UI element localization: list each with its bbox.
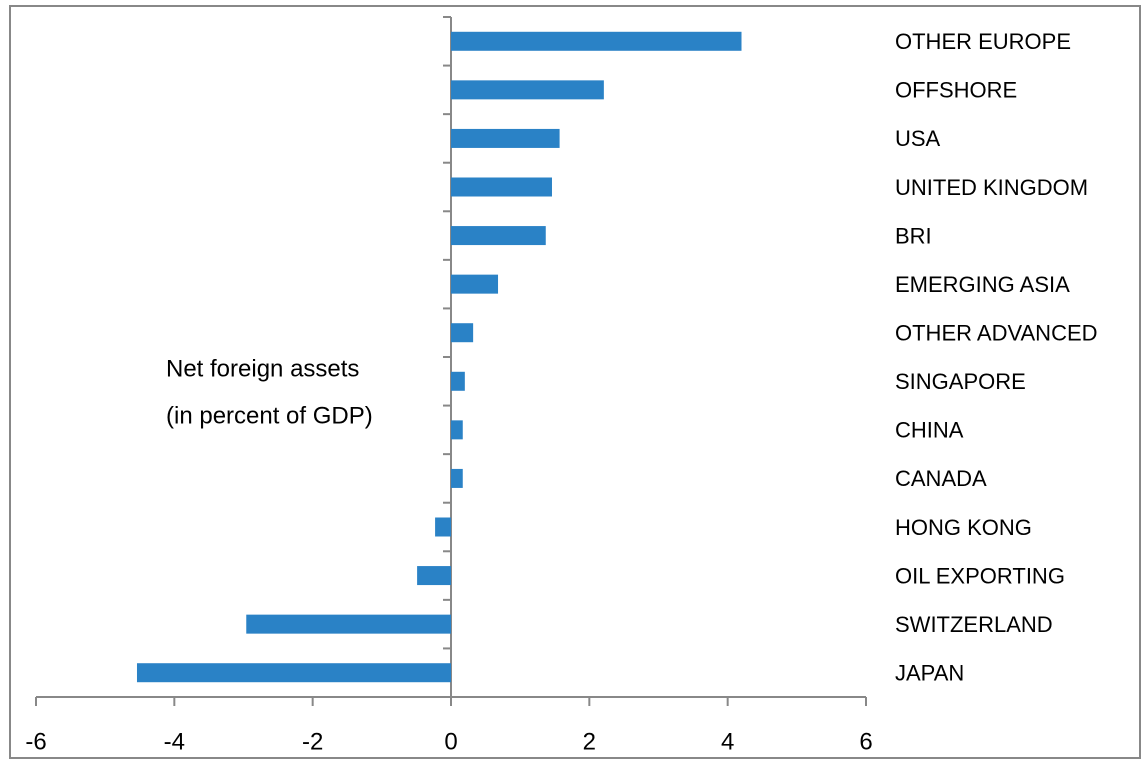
category-label: OIL EXPORTING [895, 563, 1065, 588]
category-label: BRI [895, 223, 932, 248]
bar [451, 274, 499, 294]
bar [451, 371, 465, 391]
category-label: CANADA [895, 466, 987, 491]
annotation: Net foreign assets [166, 355, 359, 382]
category-label: OTHER EUROPE [895, 29, 1071, 54]
category-label: JAPAN [895, 661, 964, 686]
bar [451, 226, 546, 246]
category-label: OTHER ADVANCED [895, 321, 1098, 346]
bar [417, 566, 451, 586]
x-tick-label: 2 [583, 728, 596, 755]
x-tick-label: -2 [302, 728, 323, 755]
bar [435, 517, 451, 537]
bar [451, 31, 742, 51]
bar [451, 468, 463, 488]
x-tick-label: -6 [25, 728, 46, 755]
category-label: HONG KONG [895, 515, 1032, 540]
category-label: OFFSHORE [895, 78, 1017, 103]
bar [246, 614, 451, 634]
chart-frame [9, 5, 1141, 759]
x-tick-label: 4 [721, 728, 734, 755]
bar [451, 177, 552, 197]
bar [451, 128, 560, 148]
x-tick-label: 0 [444, 728, 457, 755]
bar [451, 80, 604, 100]
annotation: (in percent of GDP) [166, 402, 373, 429]
category-label: SINGAPORE [895, 369, 1026, 394]
x-tick-label: -4 [164, 728, 185, 755]
category-label: CHINA [895, 418, 964, 443]
bar [136, 663, 451, 683]
bar [451, 323, 474, 343]
category-label: USA [895, 126, 941, 151]
category-label: EMERGING ASIA [895, 272, 1070, 297]
category-label: UNITED KINGDOM [895, 175, 1088, 200]
bar [451, 420, 463, 440]
x-tick-label: 6 [859, 728, 872, 755]
category-label: SWITZERLAND [895, 612, 1053, 637]
